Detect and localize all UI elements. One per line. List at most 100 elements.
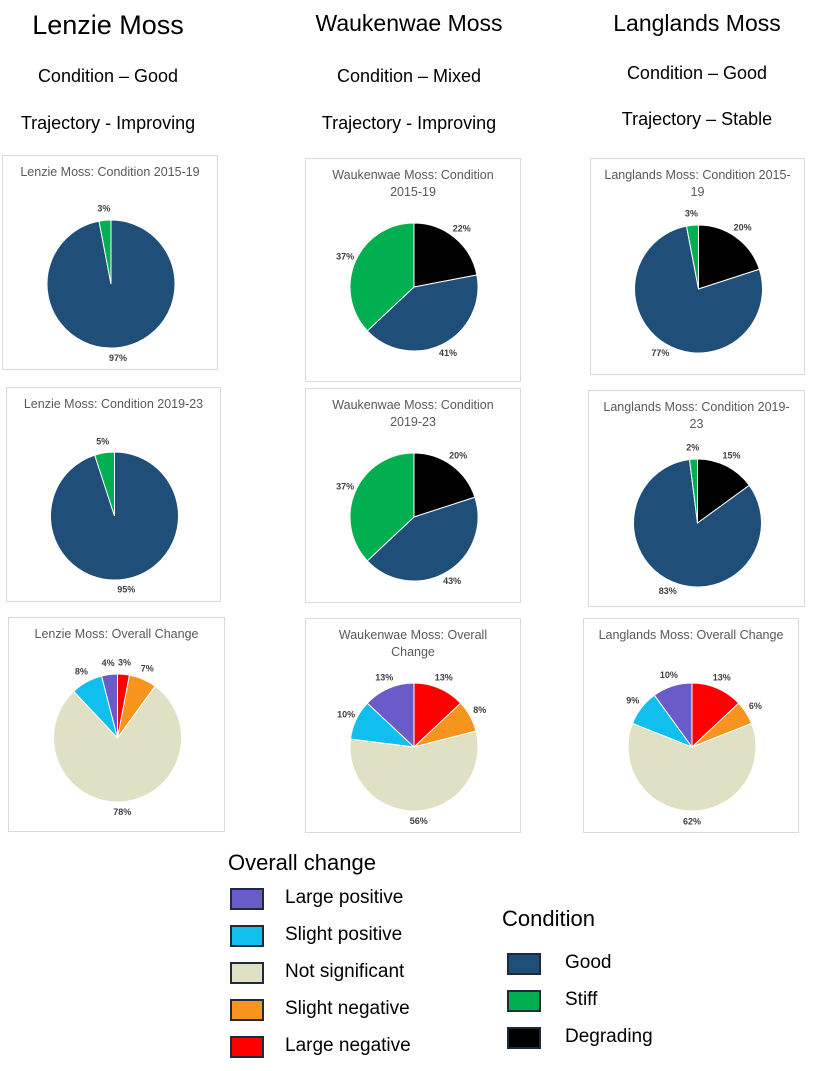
value-label: 6% bbox=[749, 701, 762, 711]
pie-chart: 97% 3% bbox=[46, 204, 176, 363]
trajectory-text: Trajectory – Stable bbox=[621, 109, 773, 129]
chart-panel: 95% 5% Lenzie Moss: Condition 2019-23 bbox=[6, 387, 221, 602]
value-label: 5% bbox=[96, 436, 109, 446]
legend-label: Slight positive bbox=[285, 924, 403, 945]
pie-slice bbox=[349, 452, 415, 562]
legend-label: Not significant bbox=[285, 961, 405, 982]
value-label: 13% bbox=[435, 673, 453, 683]
legend-label: Large positive bbox=[285, 887, 404, 908]
value-label: 22% bbox=[453, 224, 471, 234]
legend-swatch bbox=[507, 990, 541, 1012]
value-label: 15% bbox=[723, 451, 741, 461]
legend-title: Overall change bbox=[228, 850, 376, 875]
value-label: 3% bbox=[685, 209, 698, 219]
value-label: 8% bbox=[473, 705, 486, 715]
chart-title: Lenzie Moss: Overall Change bbox=[34, 627, 199, 641]
trajectory-text: Trajectory - Improving bbox=[321, 113, 497, 133]
chart-panel: 20% 43% 37% Waukenwae Moss: Condition 2019-… bbox=[305, 388, 521, 603]
chart-panel: 20% 77% 3% Langlands Moss: Condition 2015-1… bbox=[590, 158, 805, 375]
chart-title: Langlands Moss: Condition 2015-19 bbox=[604, 168, 791, 199]
value-label: 20% bbox=[734, 223, 752, 233]
chart-title: Lenzie Moss: Condition 2019-23 bbox=[23, 397, 204, 411]
pie-chart: 13% 8% 56% 10% 13% bbox=[337, 673, 486, 827]
chart-title: Waukenwae Moss: Condition 2019-23 bbox=[332, 398, 494, 429]
value-label: 62% bbox=[683, 816, 701, 826]
pie-slice bbox=[349, 730, 479, 812]
value-label: 3% bbox=[118, 658, 131, 668]
pie-slice bbox=[413, 452, 476, 518]
value-label: 10% bbox=[337, 709, 355, 719]
pie-slice bbox=[100, 673, 118, 739]
value-label: 13% bbox=[375, 673, 393, 683]
pie-slice bbox=[688, 458, 698, 524]
pie-slice bbox=[50, 451, 179, 581]
value-label: 20% bbox=[449, 451, 467, 461]
legend-label: Good bbox=[565, 952, 612, 973]
value-label: 37% bbox=[336, 252, 354, 262]
pie-slice bbox=[633, 458, 762, 588]
pie-slice bbox=[653, 682, 693, 749]
value-label: 7% bbox=[141, 664, 154, 674]
value-label: 4% bbox=[102, 658, 115, 668]
value-label: 9% bbox=[626, 695, 639, 705]
condition-text: Condition – Good bbox=[626, 63, 768, 83]
chart-title: Langlands Moss: Condition 2019-23 bbox=[603, 400, 790, 431]
trajectory-text: Trajectory - Improving bbox=[20, 113, 196, 133]
chart-panel: 13% 6% 62% 9% 10% Langlands Moss: Overall Cha… bbox=[583, 618, 799, 833]
chart-title: Langlands Moss: Overall Change bbox=[598, 628, 784, 642]
pie-slice bbox=[366, 274, 479, 352]
legend-label: Degrading bbox=[565, 1026, 653, 1047]
value-label: 10% bbox=[660, 670, 678, 680]
pie-slice bbox=[685, 224, 699, 290]
chart-panel: 22% 41% 37% Waukenwae Moss: Condition 2015-… bbox=[305, 158, 521, 382]
chart-panel: 13% 8% 56% 10% 13% Waukenwae Moss: Overall Ch… bbox=[305, 618, 521, 833]
pie-chart: 3% 7% 78% 8% 4% bbox=[53, 658, 182, 817]
chart-title: Waukenwae Moss: Condition 2015-19 bbox=[332, 168, 494, 199]
value-label: 56% bbox=[410, 816, 428, 826]
legend-label: Stiff bbox=[565, 989, 598, 1010]
pie-slice bbox=[98, 219, 112, 285]
value-label: 8% bbox=[75, 667, 88, 677]
pie-slice bbox=[413, 222, 478, 288]
legend-swatch bbox=[230, 888, 264, 910]
pie-slice bbox=[627, 722, 757, 812]
pie-slice bbox=[698, 224, 760, 290]
legend-label: Slight negative bbox=[285, 998, 410, 1019]
pie-chart: 20% 43% 37% bbox=[336, 451, 479, 586]
legend-label: Large negative bbox=[285, 1035, 411, 1056]
pie-slice bbox=[697, 458, 750, 524]
pie-slice bbox=[366, 496, 479, 582]
value-label: 13% bbox=[713, 673, 731, 683]
chart-panel: 15% 83% 2% Langlands Moss: Condition 2019-2… bbox=[588, 390, 805, 607]
legend-title: Condition bbox=[502, 906, 595, 931]
legend-swatch bbox=[230, 1036, 264, 1058]
pie-slice bbox=[366, 682, 415, 749]
chart-title: Waukenwae Moss: Overall Change bbox=[338, 628, 488, 659]
value-label: 37% bbox=[336, 482, 354, 492]
pie-slice bbox=[53, 685, 182, 803]
pie-slice bbox=[349, 222, 415, 332]
value-label: 95% bbox=[117, 584, 135, 594]
pie-chart: 15% 83% 2% bbox=[633, 443, 762, 596]
chart-panel: 97% 3% Lenzie Moss: Condition 2015-19 bbox=[2, 155, 218, 370]
pie-chart: 22% 41% 37% bbox=[336, 222, 479, 358]
value-label: 3% bbox=[97, 204, 110, 214]
pie-slice bbox=[634, 225, 763, 354]
legend-swatch bbox=[230, 962, 264, 984]
pie-chart: 13% 6% 62% 9% 10% bbox=[626, 670, 762, 826]
chart-panel: 3% 7% 78% 8% 4% Lenzie Moss: Overall Change bbox=[8, 617, 225, 832]
pie-chart: 20% 77% 3% bbox=[634, 209, 763, 358]
pie-slice bbox=[94, 451, 115, 517]
site-title: Langlands Moss bbox=[613, 10, 781, 36]
site-title: Waukenwae Moss bbox=[315, 10, 503, 36]
value-label: 43% bbox=[443, 576, 461, 586]
legend-swatch bbox=[230, 925, 264, 947]
condition-text: Condition – Mixed bbox=[336, 66, 482, 86]
value-label: 83% bbox=[659, 586, 677, 596]
legend-swatch bbox=[507, 953, 541, 975]
value-label: 97% bbox=[109, 353, 127, 363]
value-label: 77% bbox=[651, 348, 669, 358]
condition-text: Condition – Good bbox=[37, 66, 179, 86]
value-label: 78% bbox=[113, 807, 131, 817]
